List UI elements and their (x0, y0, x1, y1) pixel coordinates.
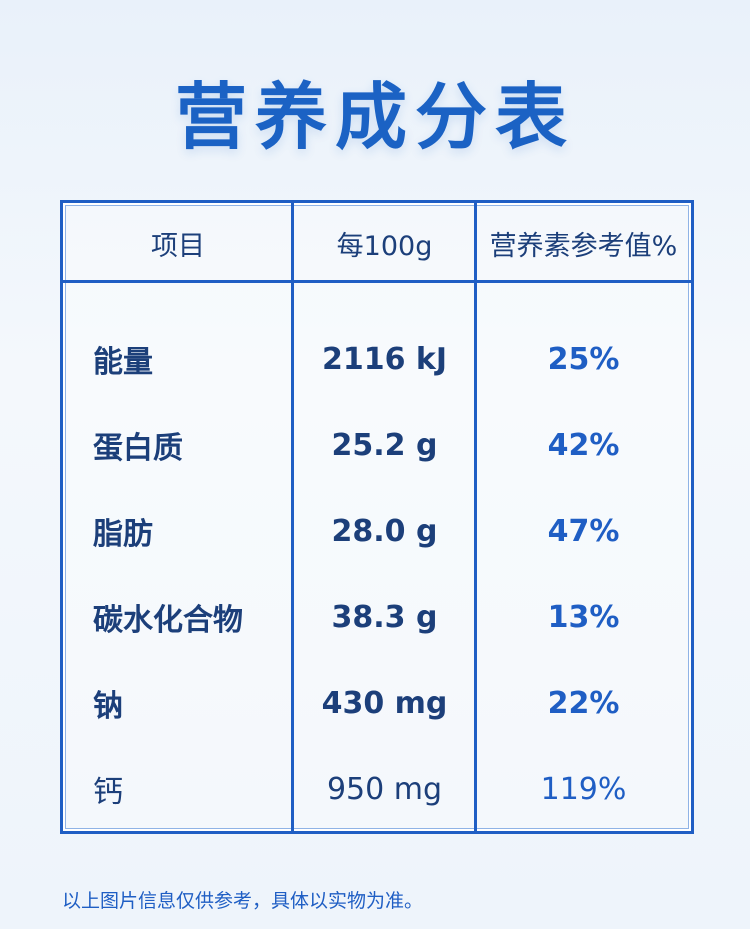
table-cell: 42% (547, 427, 620, 463)
table-cell: 碳水化合物 (93, 603, 243, 638)
divider (63, 280, 691, 283)
title: 营养成分表 (174, 75, 575, 159)
table-cell: 蛋白质 (93, 431, 183, 466)
table-cell: 能量 (93, 345, 153, 380)
table-cell: 13% (547, 599, 620, 635)
table-cell: 25% (547, 341, 620, 377)
table-cell: 950 mg (326, 771, 443, 807)
divider (474, 203, 477, 831)
table-cell: 钙 (93, 775, 123, 810)
column-header: 项目 (151, 230, 205, 262)
table-cell: 2116 kJ (321, 341, 448, 377)
table-cell: 脂肪 (93, 517, 153, 552)
column-header: 营养素参考值% (489, 230, 678, 262)
table-cell: 430 mg (321, 685, 448, 721)
table-cell: 钠 (93, 689, 123, 724)
nutrition-table: 项目 每100g 营养素参考值% 能量 2116 kJ 25% 蛋白质 25.2 g 42… (60, 200, 694, 834)
footnote: 以上图片信息仅供参考，具体以实物为准。 (62, 890, 424, 912)
table-cell: 119% (540, 771, 627, 807)
table-cell: 28.0 g (331, 513, 438, 549)
column-header: 每100g (336, 230, 433, 262)
table-cell: 25.2 g (331, 427, 438, 463)
table-cell: 47% (547, 513, 620, 549)
divider (291, 203, 294, 831)
table-cell: 38.3 g (331, 599, 438, 635)
table-cell: 22% (547, 685, 620, 721)
